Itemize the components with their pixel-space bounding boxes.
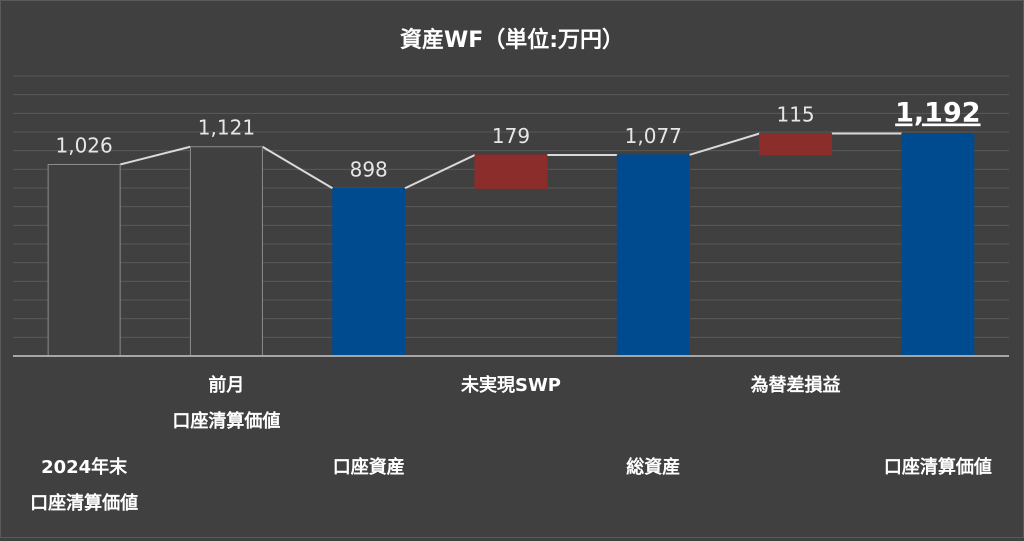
category-label: 口座清算価値	[172, 410, 280, 432]
bar	[616, 154, 690, 357]
category-label: 口座清算価値	[884, 456, 992, 478]
bar	[901, 132, 975, 357]
data-label: 1,121	[198, 116, 255, 140]
bar	[474, 154, 548, 189]
category-label: 口座資産	[333, 456, 405, 478]
category-label: 口座清算価値	[30, 492, 138, 514]
bar	[47, 163, 121, 357]
bars	[47, 132, 975, 357]
gridlines	[13, 75, 1009, 338]
connector-line	[261, 145, 334, 190]
chart-title: 資産WF（単位:万円）	[400, 27, 624, 53]
bar	[759, 132, 833, 156]
category-label: 総資産	[626, 456, 680, 478]
category-label: 2024年末	[41, 456, 128, 478]
category-label: 為替差損益	[751, 374, 841, 396]
bar	[189, 146, 263, 357]
category-label: 前月	[208, 374, 244, 396]
connector-line	[119, 145, 191, 166]
connector-lines	[119, 132, 902, 190]
data-labels: 1,026 1,121 898 179 1,077 115 1,192	[56, 97, 981, 181]
data-label: 179	[492, 124, 530, 148]
data-label: 898	[350, 157, 388, 181]
category-label: 未実現SWP	[461, 374, 561, 396]
bar	[332, 187, 406, 357]
data-label: 1,192	[895, 97, 980, 128]
data-label: 1,026	[56, 133, 113, 157]
data-label: 115	[776, 102, 814, 126]
data-label: 1,077	[625, 124, 682, 148]
connector-line	[404, 154, 476, 190]
connector-line	[688, 132, 760, 156]
category-labels: 2024年末口座清算価値前月口座清算価値口座資産未実現SWP総資産為替差損益口座…	[30, 374, 992, 514]
